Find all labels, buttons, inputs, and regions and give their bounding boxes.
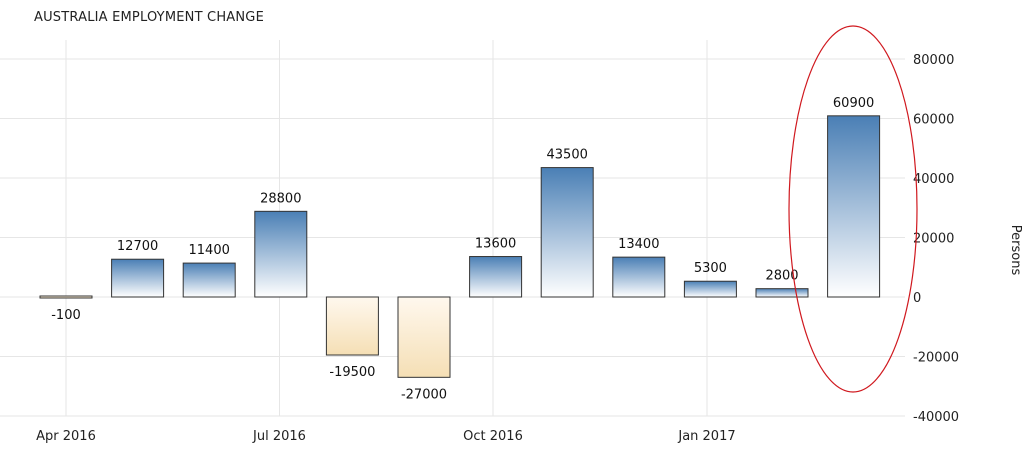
y-tick-label: 40000 <box>913 172 954 187</box>
highlight-ellipse <box>788 25 918 393</box>
data-label: 5300 <box>694 261 727 276</box>
bar <box>827 115 881 298</box>
bar <box>182 262 236 298</box>
bar <box>325 296 379 356</box>
x-tick-label: Oct 2016 <box>463 429 523 444</box>
bar <box>540 167 594 298</box>
chart-title: AUSTRALIA EMPLOYMENT CHANGE <box>34 10 264 25</box>
y-tick-label: 20000 <box>913 232 954 247</box>
y-tick-label: 0 <box>913 291 921 306</box>
data-label: 11400 <box>189 243 230 258</box>
bar <box>755 288 809 298</box>
bar <box>254 210 308 298</box>
y-tick-label: -20000 <box>913 351 959 366</box>
y-tick-label: -40000 <box>913 410 959 425</box>
bar <box>39 295 93 299</box>
data-label: -27000 <box>401 387 447 402</box>
bar <box>397 296 451 378</box>
data-label: -100 <box>51 308 81 323</box>
data-label: 2800 <box>765 269 798 284</box>
data-label: 60900 <box>833 96 874 111</box>
x-tick-label: Apr 2016 <box>36 429 96 444</box>
data-label: 12700 <box>117 239 158 254</box>
data-label: 13600 <box>475 237 516 252</box>
y-tick-label: 60000 <box>913 113 954 128</box>
data-label: 43500 <box>547 148 588 163</box>
bar <box>683 280 737 298</box>
y-axis-title: Persons <box>1008 225 1023 276</box>
bar <box>469 256 523 298</box>
y-tick-label: 80000 <box>913 53 954 68</box>
data-label: 13400 <box>618 237 659 252</box>
x-tick-label: Jul 2016 <box>252 429 306 444</box>
data-label: 28800 <box>260 191 301 206</box>
data-label: -19500 <box>329 365 375 380</box>
bar <box>612 256 666 298</box>
bar <box>111 258 165 298</box>
x-tick-label: Jan 2017 <box>677 429 735 444</box>
